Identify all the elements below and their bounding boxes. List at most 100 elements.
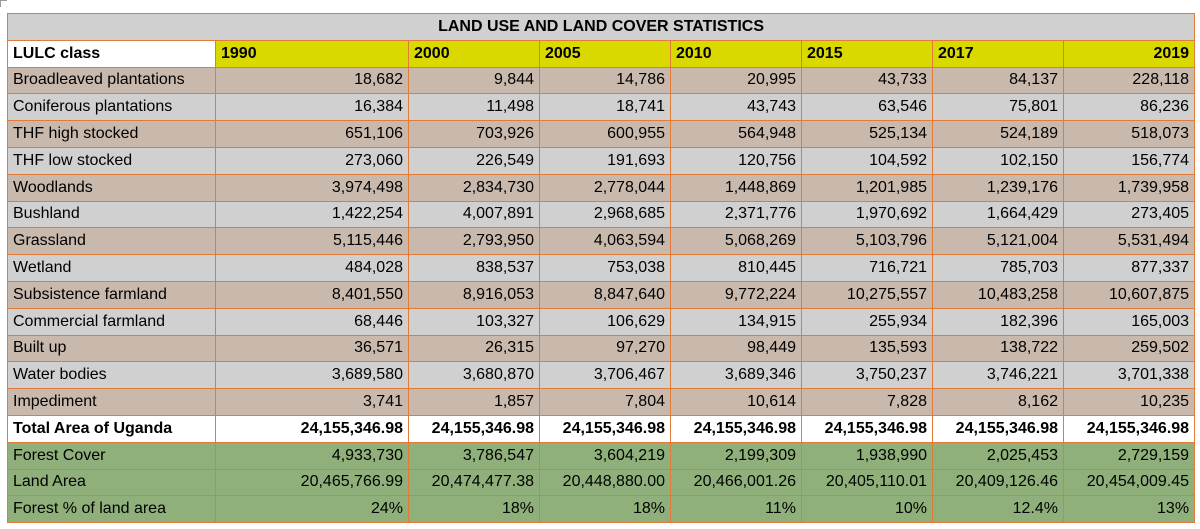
row-label-cell[interactable]: Subsistence farmland [7,280,216,309]
header-year-2[interactable]: 2005 [539,39,671,68]
value-cell[interactable]: 10,483,258 [932,280,1064,309]
value-cell[interactable]: 86,236 [1062,93,1196,122]
value-cell[interactable]: 703,926 [408,120,540,148]
row-label-cell[interactable]: Impediment [7,388,216,416]
value-cell[interactable]: 2,968,685 [539,200,671,229]
value-cell[interactable]: 98,449 [670,334,802,363]
row-label-cell[interactable]: THF low stocked [7,146,216,175]
value-cell[interactable]: 84,137 [932,66,1064,95]
value-cell[interactable]: 838,537 [408,254,540,282]
value-cell[interactable]: 9,844 [408,66,540,95]
value-cell[interactable]: 20,405,110.01 [801,468,933,497]
value-cell[interactable]: 8,162 [932,388,1064,416]
value-cell[interactable]: 8,847,640 [539,280,671,309]
value-cell[interactable]: 3,786,547 [408,441,540,470]
value-cell[interactable]: 24,155,346.98 [215,414,409,443]
value-cell[interactable]: 2,729,159 [1062,441,1196,470]
table-title[interactable]: LAND USE AND LAND COVER STATISTICS [6,13,1196,41]
value-cell[interactable]: 518,073 [1062,120,1196,148]
value-cell[interactable]: 7,804 [539,388,671,416]
value-cell[interactable]: 4,063,594 [539,227,671,256]
value-cell[interactable]: 564,948 [670,120,802,148]
value-cell[interactable]: 20,474,477.38 [408,468,540,497]
value-cell[interactable]: 8,401,550 [215,280,409,309]
value-cell[interactable]: 2,371,776 [670,200,802,229]
value-cell[interactable]: 20,454,009.45 [1062,468,1196,497]
value-cell[interactable]: 1,664,429 [932,200,1064,229]
value-cell[interactable]: 525,134 [801,120,933,148]
value-cell[interactable]: 5,121,004 [932,227,1064,256]
value-cell[interactable]: 68,446 [215,307,409,336]
value-cell[interactable]: 877,337 [1062,254,1196,282]
value-cell[interactable]: 1,857 [408,388,540,416]
value-cell[interactable]: 18,682 [215,66,409,95]
value-cell[interactable]: 10,607,875 [1062,280,1196,309]
value-cell[interactable]: 259,502 [1062,334,1196,363]
value-cell[interactable]: 3,750,237 [801,361,933,390]
value-cell[interactable]: 134,915 [670,307,802,336]
value-cell[interactable]: 165,003 [1062,307,1196,336]
value-cell[interactable]: 9,772,224 [670,280,802,309]
header-lulc-class[interactable]: LULC class [7,39,216,68]
row-label-cell[interactable]: Forest % of land area [7,495,216,524]
row-label-cell[interactable]: Water bodies [7,361,216,390]
value-cell[interactable]: 20,409,126.46 [932,468,1064,497]
value-cell[interactable]: 8,916,053 [408,280,540,309]
value-cell[interactable]: 273,405 [1062,200,1196,229]
header-year-5[interactable]: 2017 [932,39,1064,68]
value-cell[interactable]: 191,693 [539,146,671,175]
value-cell[interactable]: 3,974,498 [215,173,409,202]
value-cell[interactable]: 24,155,346.98 [539,414,671,443]
value-cell[interactable]: 102,150 [932,146,1064,175]
value-cell[interactable]: 36,571 [215,334,409,363]
value-cell[interactable]: 18,741 [539,93,671,122]
value-cell[interactable]: 5,068,269 [670,227,802,256]
value-cell[interactable]: 1,970,692 [801,200,933,229]
value-cell[interactable]: 11% [670,495,802,524]
value-cell[interactable]: 753,038 [539,254,671,282]
value-cell[interactable]: 3,689,580 [215,361,409,390]
value-cell[interactable]: 1,739,958 [1062,173,1196,202]
value-cell[interactable]: 651,106 [215,120,409,148]
value-cell[interactable]: 135,593 [801,334,933,363]
row-label-cell[interactable]: Forest Cover [7,441,216,470]
header-year-6[interactable]: 2019 [1062,39,1196,68]
value-cell[interactable]: 3,741 [215,388,409,416]
value-cell[interactable]: 3,701,338 [1062,361,1196,390]
value-cell[interactable]: 484,028 [215,254,409,282]
row-label-cell[interactable]: Commercial farmland [7,307,216,336]
value-cell[interactable]: 5,103,796 [801,227,933,256]
value-cell[interactable]: 26,315 [408,334,540,363]
row-label-cell[interactable]: Wetland [7,254,216,282]
value-cell[interactable]: 156,774 [1062,146,1196,175]
value-cell[interactable]: 182,396 [932,307,1064,336]
value-cell[interactable]: 273,060 [215,146,409,175]
value-cell[interactable]: 10,614 [670,388,802,416]
value-cell[interactable]: 810,445 [670,254,802,282]
value-cell[interactable]: 20,466,001.26 [670,468,802,497]
value-cell[interactable]: 3,746,221 [932,361,1064,390]
value-cell[interactable]: 10% [801,495,933,524]
header-year-1[interactable]: 2000 [408,39,540,68]
value-cell[interactable]: 716,721 [801,254,933,282]
header-year-3[interactable]: 2010 [670,39,802,68]
value-cell[interactable]: 24,155,346.98 [408,414,540,443]
value-cell[interactable]: 97,270 [539,334,671,363]
value-cell[interactable]: 1,201,985 [801,173,933,202]
value-cell[interactable]: 24,155,346.98 [932,414,1064,443]
value-cell[interactable]: 12.4% [932,495,1064,524]
value-cell[interactable]: 43,733 [801,66,933,95]
value-cell[interactable]: 10,235 [1062,388,1196,416]
row-label-cell[interactable]: Total Area of Uganda [7,414,216,443]
value-cell[interactable]: 7,828 [801,388,933,416]
value-cell[interactable]: 1,448,869 [670,173,802,202]
value-cell[interactable]: 18% [539,495,671,524]
value-cell[interactable]: 3,604,219 [539,441,671,470]
value-cell[interactable]: 24,155,346.98 [1062,414,1196,443]
value-cell[interactable]: 1,938,990 [801,441,933,470]
value-cell[interactable]: 138,722 [932,334,1064,363]
value-cell[interactable]: 4,933,730 [215,441,409,470]
value-cell[interactable]: 106,629 [539,307,671,336]
header-year-4[interactable]: 2015 [801,39,933,68]
value-cell[interactable]: 3,680,870 [408,361,540,390]
